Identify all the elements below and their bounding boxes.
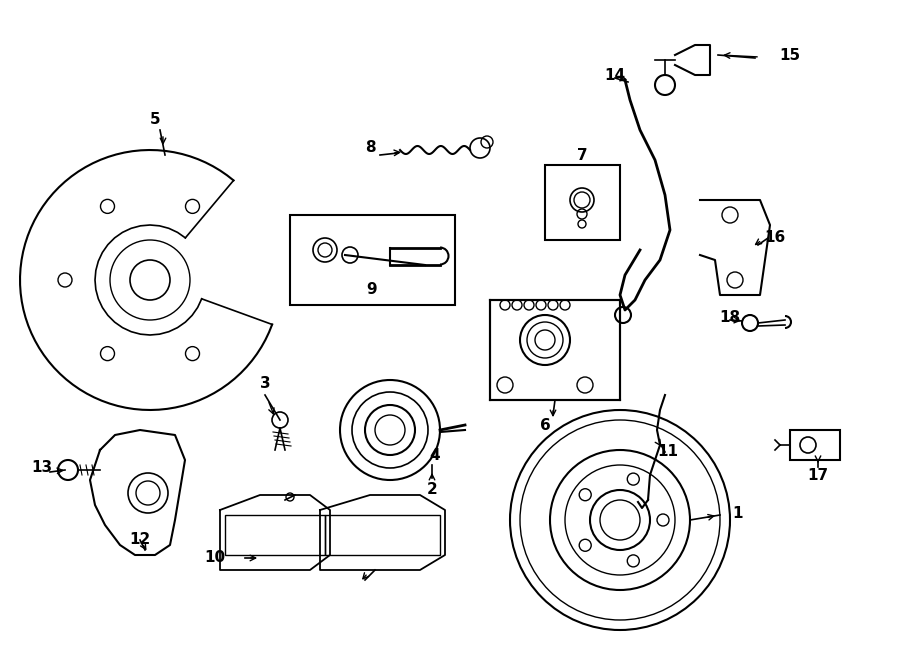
Text: 3: 3 [260,375,270,391]
Text: 8: 8 [364,141,375,155]
Text: 6: 6 [540,418,551,432]
Text: 15: 15 [779,48,801,63]
Bar [545,165,620,240]
Text: 13: 13 [32,461,52,475]
Text: 1: 1 [733,506,743,520]
Text: 5: 5 [149,112,160,128]
Bar [490,300,620,400]
Bar [225,515,325,555]
Text: 7: 7 [577,147,588,163]
Text: 9: 9 [366,282,377,297]
Bar [325,515,440,555]
Bar [290,215,455,305]
Text: 17: 17 [807,467,829,483]
Text: 10: 10 [204,551,226,566]
Text: 4: 4 [429,447,440,463]
Text: 12: 12 [130,533,150,547]
Text: 14: 14 [605,67,626,83]
Text: 16: 16 [764,231,786,245]
Text: 11: 11 [658,444,679,459]
Text: 2: 2 [427,483,437,498]
Text: 18: 18 [719,311,741,325]
Bar [790,430,840,460]
